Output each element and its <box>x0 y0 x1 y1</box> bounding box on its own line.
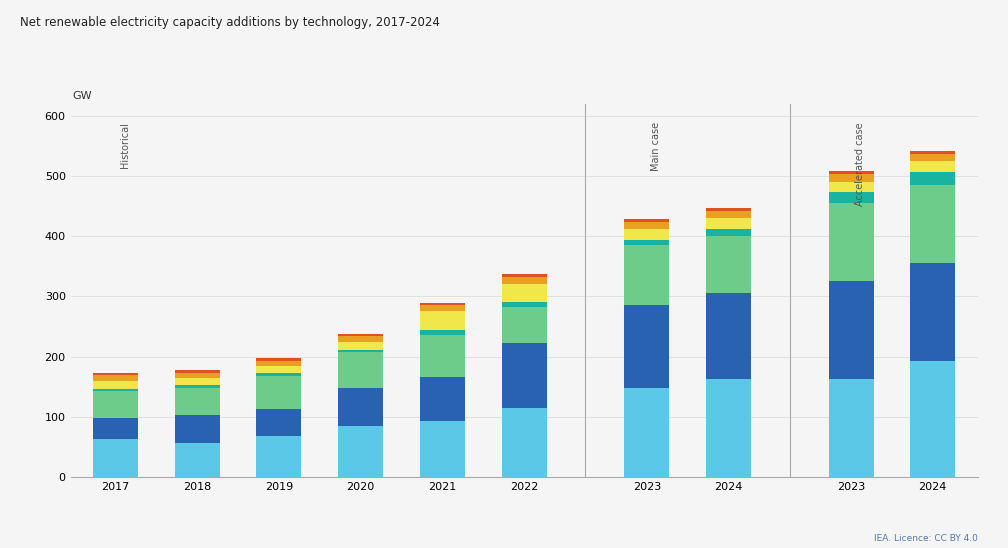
Bar <box>339 350 383 352</box>
Text: Main case: Main case <box>651 122 661 172</box>
Bar <box>624 245 669 305</box>
Bar <box>502 273 546 277</box>
Bar <box>339 336 383 341</box>
Text: IEA. Licence: CC BY 4.0: IEA. Licence: CC BY 4.0 <box>874 534 978 543</box>
Bar <box>256 409 301 436</box>
Bar <box>502 408 546 477</box>
Bar <box>420 377 465 421</box>
Bar <box>706 379 751 477</box>
Bar <box>829 379 874 477</box>
Bar <box>420 305 465 311</box>
Bar <box>706 218 751 229</box>
Bar <box>829 282 874 379</box>
Bar <box>420 330 465 335</box>
Bar <box>174 370 220 373</box>
Bar <box>93 381 138 389</box>
Bar <box>829 192 874 203</box>
Bar <box>910 185 956 264</box>
Bar <box>624 305 669 388</box>
Bar <box>624 219 669 222</box>
Bar <box>624 222 669 229</box>
Bar <box>93 439 138 477</box>
Bar <box>93 389 138 391</box>
Bar <box>910 161 956 172</box>
Bar <box>256 358 301 361</box>
Bar <box>502 342 546 408</box>
Text: Historical: Historical <box>120 122 130 168</box>
Bar <box>502 302 546 307</box>
Bar <box>420 311 465 330</box>
Bar <box>256 366 301 373</box>
Bar <box>93 391 138 419</box>
Bar <box>256 436 301 477</box>
Bar <box>420 335 465 377</box>
Bar <box>174 388 220 415</box>
Bar <box>829 174 874 181</box>
Bar <box>420 421 465 477</box>
Bar <box>910 264 956 361</box>
Bar <box>174 373 220 378</box>
Bar <box>706 211 751 218</box>
Bar <box>339 426 383 477</box>
Bar <box>93 419 138 439</box>
Bar <box>502 277 546 284</box>
Bar <box>706 293 751 379</box>
Bar <box>829 181 874 192</box>
Bar <box>420 303 465 305</box>
Text: Net renewable electricity capacity additions by technology, 2017-2024: Net renewable electricity capacity addit… <box>20 16 440 30</box>
Bar <box>829 172 874 174</box>
Bar <box>339 341 383 350</box>
Bar <box>174 415 220 442</box>
Bar <box>93 373 138 375</box>
Bar <box>910 154 956 161</box>
Bar <box>502 307 546 342</box>
Bar <box>256 376 301 409</box>
Bar <box>174 385 220 388</box>
Bar <box>706 229 751 236</box>
Bar <box>339 334 383 336</box>
Bar <box>624 229 669 240</box>
Bar <box>256 361 301 366</box>
Bar <box>93 375 138 381</box>
Bar <box>910 172 956 185</box>
Bar <box>256 373 301 376</box>
Bar <box>502 284 546 302</box>
Bar <box>910 361 956 477</box>
Text: GW: GW <box>73 91 92 101</box>
Bar <box>910 151 956 154</box>
Bar <box>174 442 220 477</box>
Bar <box>624 388 669 477</box>
Bar <box>706 236 751 293</box>
Bar <box>624 240 669 245</box>
Bar <box>339 352 383 389</box>
Bar <box>174 378 220 385</box>
Bar <box>706 208 751 211</box>
Bar <box>829 203 874 282</box>
Bar <box>339 389 383 426</box>
Text: Accelerated case: Accelerated case <box>855 122 865 206</box>
